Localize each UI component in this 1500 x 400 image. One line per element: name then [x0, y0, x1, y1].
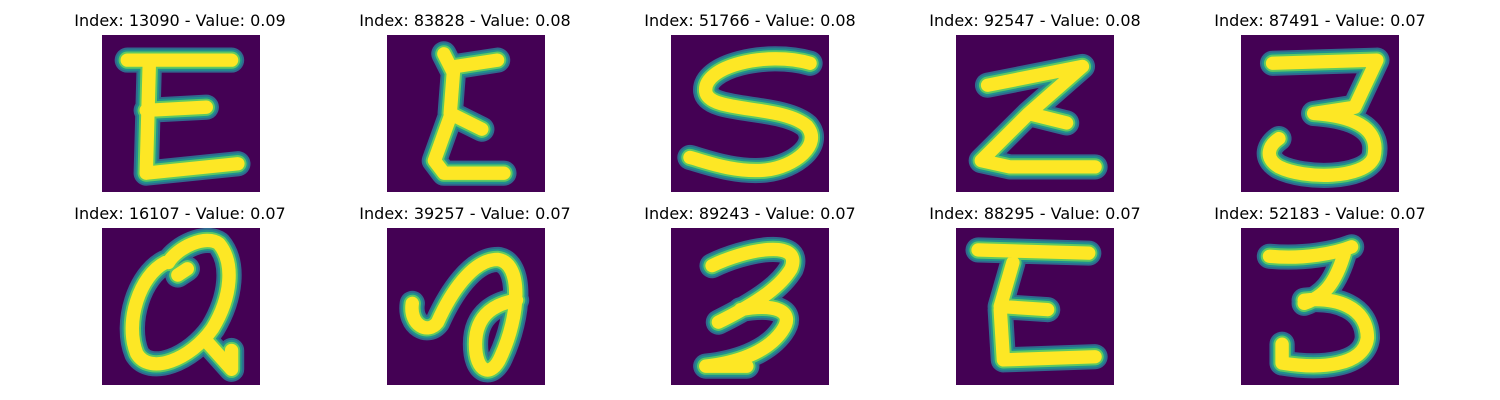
digit-image: [102, 35, 260, 192]
digit-image: [1241, 228, 1399, 385]
digit-image: [956, 228, 1114, 385]
digit-image: [1241, 35, 1399, 192]
digit-image: [671, 35, 829, 192]
panel-title: Index: 51766 - Value: 0.08: [644, 11, 856, 30]
panel-title: Index: 39257 - Value: 0.07: [359, 204, 571, 223]
panel-title: Index: 16107 - Value: 0.07: [74, 204, 286, 223]
digit-image: [387, 228, 545, 385]
digit-image: [671, 228, 829, 385]
digit-image: [956, 35, 1114, 192]
panel-title: Index: 92547 - Value: 0.08: [929, 11, 1141, 30]
panel-title: Index: 87491 - Value: 0.07: [1214, 11, 1426, 30]
digit-image: [387, 35, 545, 192]
panel-title: Index: 83828 - Value: 0.08: [359, 11, 571, 30]
panel-title: Index: 89243 - Value: 0.07: [644, 204, 856, 223]
digit-image: [102, 228, 260, 385]
panel-title: Index: 13090 - Value: 0.09: [74, 11, 286, 30]
panel-title: Index: 52183 - Value: 0.07: [1214, 204, 1426, 223]
panel-title: Index: 88295 - Value: 0.07: [929, 204, 1141, 223]
